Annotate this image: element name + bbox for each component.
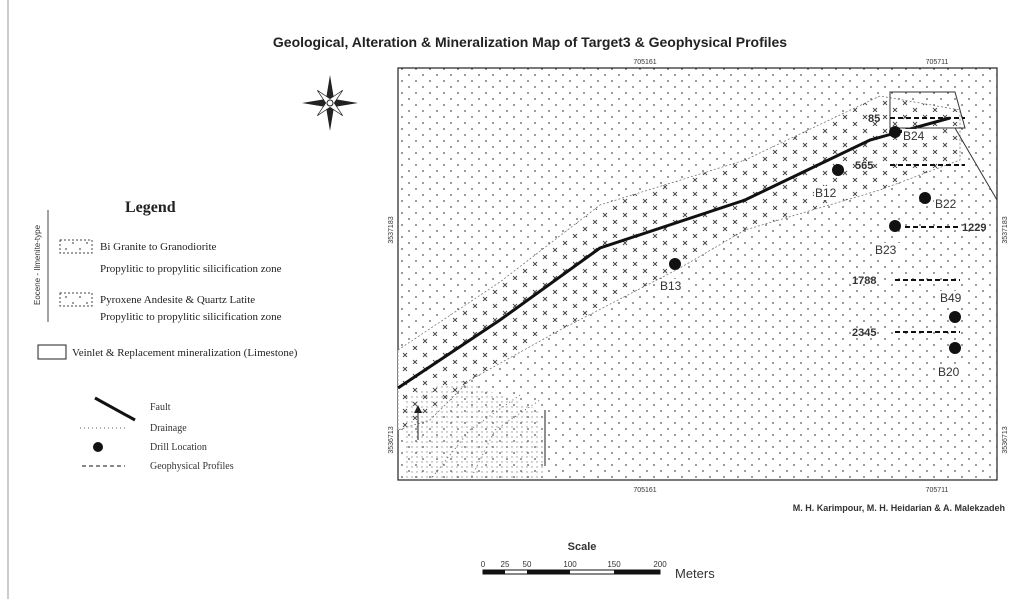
scale-segment — [527, 570, 570, 574]
legend-label: Fault — [150, 402, 171, 413]
drill-label: B49 — [940, 291, 962, 305]
profile-label: 1788 — [852, 275, 876, 287]
coordinate-label: 705161 — [633, 59, 656, 66]
scale-tick: 200 — [653, 560, 667, 569]
drill-label: B12 — [815, 186, 837, 200]
legend-title: Legend — [125, 199, 176, 216]
profile-label: 1229 — [962, 222, 986, 234]
drill-label: B20 — [938, 365, 960, 379]
drill-location — [889, 220, 901, 232]
scale-unit: Meters — [675, 566, 715, 581]
drill-location — [832, 164, 844, 176]
coordinate-label: 705161 — [633, 487, 656, 494]
drill-location — [669, 258, 681, 270]
coordinate-label: 705711 — [926, 487, 949, 494]
map-figure: Geological, Alteration & Mineralization … — [0, 0, 1015, 599]
legend-label: Geophysical Profiles — [150, 461, 234, 472]
coordinate-label: 3536713 — [1002, 426, 1009, 453]
profile-label: 565 — [855, 160, 873, 172]
legend-label: Bi Granite to Granodiorite — [100, 241, 217, 253]
legend-label: Veinlet & Replacement mineralization (Li… — [72, 347, 298, 359]
profile-label: 85 — [868, 113, 880, 125]
drill-location — [949, 311, 961, 323]
legend-label: Drainage — [150, 423, 187, 434]
drill-location — [919, 192, 931, 204]
coordinate-label: 3537183 — [388, 216, 395, 243]
legend-swatch — [60, 293, 92, 306]
drill-label: B22 — [935, 197, 957, 211]
legend-side-label: Eocene - Ilmenite-type — [33, 224, 42, 305]
legend-drill — [93, 442, 103, 452]
drill-label: B23 — [875, 243, 897, 257]
scale-segment — [483, 570, 505, 574]
legend-note: Propylitic to propylitic silicification … — [100, 311, 282, 323]
drill-location — [889, 126, 901, 138]
drill-label: B13 — [660, 279, 682, 293]
scale-tick: 100 — [563, 560, 577, 569]
legend-note: Propylitic to propylitic silicification … — [100, 263, 282, 275]
scale-segment — [614, 570, 660, 574]
scale-title: Scale — [568, 541, 597, 553]
legend-swatch — [38, 345, 66, 359]
legend-swatch — [60, 240, 92, 253]
scale-tick: 150 — [607, 560, 621, 569]
scale-tick: 50 — [523, 560, 532, 569]
coordinate-label: 705711 — [926, 59, 949, 66]
coordinate-label: 3536713 — [388, 426, 395, 453]
profile-label: 2345 — [852, 327, 876, 339]
drill-label: B24 — [903, 129, 925, 143]
scale-tick: 0 — [481, 560, 486, 569]
credits: M. H. Karimpour, M. H. Heidarian & A. Ma… — [793, 503, 1005, 513]
scale-tick: 25 — [501, 560, 510, 569]
drill-location — [949, 342, 961, 354]
legend-label: Pyroxene Andesite & Quartz Latite — [100, 294, 255, 306]
coordinate-label: 3537183 — [1002, 216, 1009, 243]
legend-label: Drill Location — [150, 442, 207, 453]
map-title: Geological, Alteration & Mineralization … — [273, 34, 787, 50]
